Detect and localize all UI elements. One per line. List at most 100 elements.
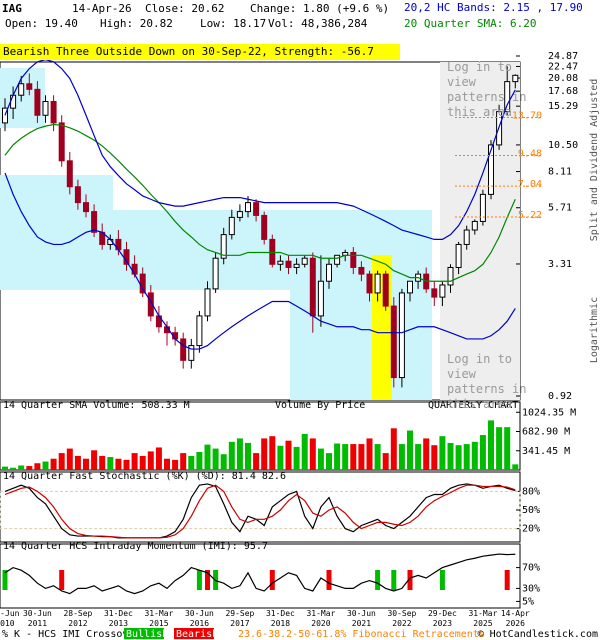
- low: Low: 18.17: [200, 17, 266, 30]
- volume-bar: [42, 461, 49, 470]
- volume-bar: [431, 445, 438, 470]
- x-tick-label: 30-Sep 2022: [387, 609, 417, 628]
- pattern-zone: [0, 175, 113, 210]
- volume-bar: [50, 458, 57, 470]
- candle-body: [463, 229, 470, 245]
- bearish-signal: [269, 570, 275, 590]
- footer-fibonacci: 23.6-38.2-50-61.8% Fibonacci Retracement…: [238, 629, 485, 640]
- candle-body: [390, 305, 397, 379]
- candle-body: [285, 260, 292, 268]
- panel-frame: [0, 401, 521, 471]
- volume-bar: [26, 466, 33, 470]
- volume-bar: [293, 446, 300, 470]
- bullish-signal: [196, 570, 202, 590]
- candle-body: [439, 284, 446, 298]
- open: Open: 19.40: [5, 17, 78, 30]
- candle-body: [277, 260, 284, 265]
- candle-body: [204, 288, 211, 317]
- bearish-signal: [326, 570, 332, 590]
- candle-body: [471, 220, 478, 231]
- bullish-signal: [391, 570, 397, 590]
- volume-bar: [398, 444, 405, 470]
- volume-bar: [188, 455, 195, 470]
- volume-bar: [34, 463, 41, 470]
- volume-bar: [261, 438, 268, 470]
- line: [4, 59, 516, 241]
- footer-credit: © HotCandlestick.com: [478, 629, 598, 640]
- volume-bar: [423, 438, 430, 470]
- fib-label: 7.04: [518, 179, 542, 190]
- login-note[interactable]: Log in to view patterns in this area: [447, 352, 527, 411]
- volume-bar: [58, 453, 65, 470]
- y-tick-label: 1024.35 M: [522, 407, 576, 418]
- scale-note: Logarithmic: [589, 297, 600, 363]
- stochastic-band: [0, 490, 521, 530]
- line: [4, 172, 516, 350]
- volume-bar: [366, 438, 373, 470]
- login-note[interactable]: Log in to view patterns in this area: [447, 60, 527, 119]
- bullish-signal: [2, 570, 8, 590]
- candle-body: [228, 216, 235, 236]
- x-tick-label: 30-Jun 2010: [0, 609, 20, 628]
- candle-body: [293, 263, 300, 268]
- bearish-signal: [59, 570, 65, 590]
- volume-bar: [18, 465, 25, 470]
- candle-body: [504, 81, 511, 113]
- candle-body: [66, 160, 73, 188]
- volume-bar: [228, 441, 235, 470]
- volume-bar: [147, 451, 154, 470]
- candle-body: [326, 263, 332, 282]
- candle-body: [334, 254, 341, 265]
- volume-bar: [326, 453, 332, 470]
- y-tick-label: 0.92: [548, 391, 572, 402]
- candle-body: [479, 193, 486, 222]
- candle-body: [139, 273, 146, 294]
- volume-bar: [123, 459, 130, 470]
- volume-bar: [253, 453, 260, 470]
- candle-body: [366, 273, 373, 294]
- bearish-signal: [407, 570, 413, 590]
- candle-body: [261, 214, 268, 240]
- volume-bar: [204, 444, 211, 470]
- bullish-signal: [375, 570, 381, 590]
- candle-body: [131, 263, 138, 275]
- candle-body: [236, 211, 243, 218]
- candle-body: [431, 288, 438, 298]
- bullish-key: [124, 628, 164, 639]
- candle-body: [18, 83, 25, 96]
- volume-bar: [350, 444, 357, 470]
- volume-bar: [180, 453, 187, 470]
- candle-body: [301, 257, 308, 265]
- volume-bar: [164, 458, 170, 470]
- volume-bar: [66, 448, 73, 470]
- candle-body: [74, 186, 81, 204]
- volume-bar: [407, 430, 413, 470]
- candle-body: [188, 345, 195, 361]
- volume-bar: [447, 442, 454, 470]
- candle-body: [317, 280, 324, 317]
- volume-bar: [479, 435, 486, 470]
- candle-body: [58, 122, 65, 162]
- candle-body: [358, 266, 365, 275]
- volume-bar: [301, 433, 308, 470]
- symbol: IAG: [2, 2, 22, 15]
- y-tick-label: 10.50: [548, 140, 578, 151]
- annotation: QUARTERLY CHART: [428, 400, 518, 411]
- footer-bearish: Bearish: [176, 629, 218, 640]
- pattern-banner: [0, 44, 400, 60]
- y-tick-label: 80%: [522, 486, 540, 497]
- adjusted-note: Split and Dividend Adjusted: [589, 79, 600, 242]
- volume-bar: [342, 444, 349, 470]
- volume-bar: [471, 441, 478, 470]
- x-tick-label: 31-Mar 2025: [468, 609, 498, 628]
- panel-title: 14 Quarter Fast Stochastic (%K) (%D): 81…: [3, 471, 286, 482]
- y-tick-label: 341.45 M: [522, 446, 570, 457]
- candle-body: [253, 202, 260, 216]
- candle-body: [512, 74, 519, 83]
- candle-body: [245, 202, 251, 213]
- line: [4, 553, 516, 595]
- panel-title: 14 Quarter SMA Volume: 508.33 M: [3, 400, 190, 411]
- volume-bar: [334, 443, 341, 470]
